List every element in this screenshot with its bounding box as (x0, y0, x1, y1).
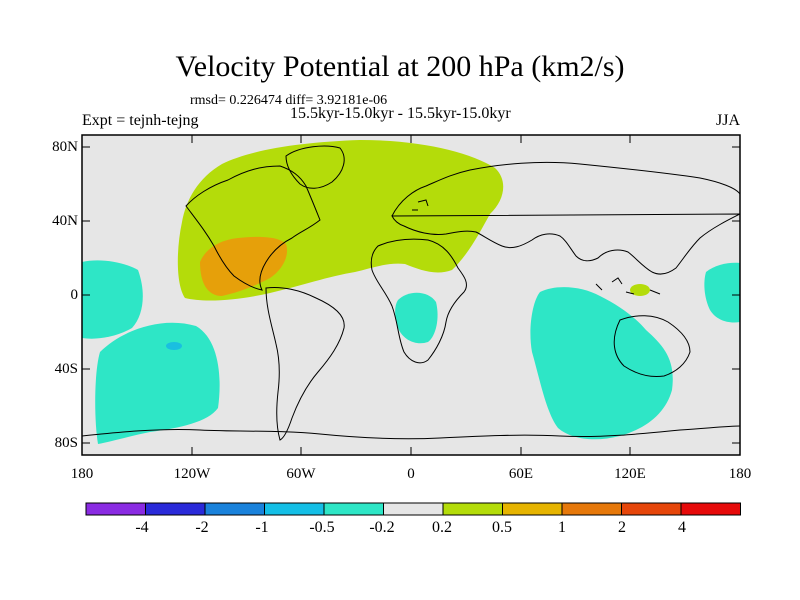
coast-greenland (285, 145, 345, 189)
colorbar-label: -4 (135, 519, 149, 536)
negative-anomaly-south-pacific (95, 322, 220, 444)
colorbar-label: 0.2 (432, 519, 452, 536)
colorbar-label: 0.5 (492, 519, 512, 536)
colorbar-swatch (502, 502, 563, 516)
lat-label-80s: 80S (54, 435, 78, 451)
coast-north-america (185, 165, 321, 291)
colorbar-swatch (680, 502, 741, 516)
lat-label-0: 0 (70, 287, 79, 303)
positive-anomaly-gulf (200, 236, 288, 296)
lon-label-60e: 60E (508, 466, 534, 482)
lat-label-80n: 80N (52, 139, 78, 155)
negative-anomaly-atlantic (395, 292, 438, 344)
anomaly-field (82, 140, 740, 444)
colorbar (85, 502, 741, 516)
coast-antarctica (82, 425, 740, 440)
colorbar-label: 4 (678, 519, 686, 536)
coast-australia (613, 315, 691, 377)
coastlines (82, 145, 740, 441)
colorbar-swatch (383, 502, 444, 516)
colorbar-swatch (621, 502, 682, 516)
lon-label-0: 0 (407, 466, 415, 482)
coast-islands (412, 199, 661, 295)
colorbar-label: -1 (255, 519, 269, 536)
colorbar-label: 2 (618, 519, 626, 536)
colorbar-label: -0.5 (309, 519, 335, 536)
colorbar-swatch (561, 502, 622, 516)
lon-label-180e: 180 (728, 466, 752, 482)
colorbar-swatch (145, 502, 206, 516)
colorbar-swatch (323, 502, 384, 516)
lon-label-60w: 60W (286, 466, 316, 482)
negative-anomaly-east-pacific (82, 260, 143, 339)
periods-label: 15.5kyr-15.0kyr - 15.5kyr-15.0kyr (290, 105, 511, 122)
colorbar-label: -0.2 (369, 519, 395, 536)
colorbar-label: 1 (558, 519, 566, 536)
colorbar-swatch (204, 502, 265, 516)
season-label: JJA (716, 112, 741, 129)
lat-label-40n: 40N (52, 213, 78, 229)
positive-anomaly-indonesia (630, 284, 650, 296)
stats-line: rmsd= 0.226474 diff= 3.92181e-06 (190, 93, 388, 108)
coast-africa (370, 238, 467, 364)
negative-anomaly-core (166, 342, 182, 350)
negative-anomaly-indian-ocean (530, 287, 673, 440)
negative-anomaly-west-pacific (704, 262, 740, 323)
colorbar-swatch (264, 502, 325, 516)
colorbar-swatch (442, 502, 503, 516)
coast-eurasia (391, 161, 740, 275)
experiment-label: Expt = tejnh-tejng (82, 112, 199, 129)
axis-ticks (82, 135, 740, 455)
lon-label-180w: 180 (70, 466, 94, 482)
plot-title: Velocity Potential at 200 hPa (km2/s) (175, 50, 625, 83)
colorbar-label: -2 (195, 519, 209, 536)
lon-label-120e: 120E (614, 466, 646, 482)
colorbar-swatch (85, 502, 146, 516)
lon-label-120w: 120W (173, 466, 211, 482)
coast-south-america (265, 287, 345, 441)
lat-label-40s: 40S (54, 361, 78, 377)
